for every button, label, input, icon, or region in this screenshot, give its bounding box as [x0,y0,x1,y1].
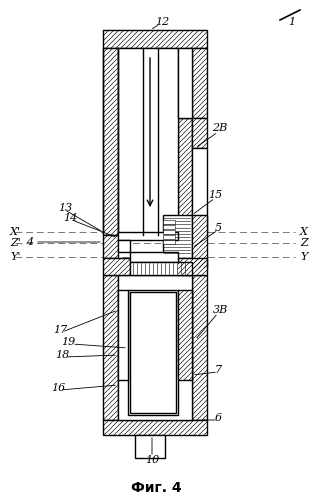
Text: X: X [300,227,308,237]
Bar [192,148,207,235]
Bar [192,215,207,268]
Bar [118,48,178,235]
Bar [118,290,128,380]
Bar [128,290,178,415]
Bar [163,225,175,229]
Text: 1: 1 [289,17,295,27]
Bar [103,30,207,48]
Bar [163,240,175,244]
Bar [118,240,130,252]
Bar [163,230,175,234]
Text: 2B: 2B [213,123,228,133]
Text: 15: 15 [208,190,222,200]
Bar [103,275,118,420]
Text: 12: 12 [155,17,169,27]
Text: 10: 10 [145,455,159,465]
Bar [130,292,176,413]
Text: 5: 5 [214,223,222,233]
Text: X': X' [10,227,21,237]
Bar [118,232,178,240]
Bar [178,118,192,235]
Text: 18: 18 [55,350,69,360]
Bar [103,48,118,235]
Bar [178,290,192,380]
Bar [130,252,178,262]
Text: 16: 16 [51,383,65,393]
Text: 19: 19 [61,337,75,347]
Bar [163,235,175,239]
Bar [163,215,192,258]
Bar [130,262,192,275]
Bar [192,118,207,148]
Text: Y': Y' [10,252,20,262]
Text: Z': Z' [10,238,21,248]
Bar [103,235,118,258]
Text: 13: 13 [58,203,72,213]
Text: 17: 17 [53,325,67,335]
Text: Y: Y [300,252,307,262]
Text: Z: Z [300,238,308,248]
Bar [103,420,207,435]
Bar [163,220,175,224]
Bar [192,48,207,118]
Text: 7: 7 [214,365,222,375]
Bar [178,48,192,118]
Text: 3B: 3B [213,305,228,315]
Text: Фиг. 4: Фиг. 4 [131,481,181,495]
Bar [178,258,207,275]
Bar [135,435,165,458]
Bar [118,275,192,420]
Bar [192,275,207,420]
Text: 4: 4 [26,237,33,247]
Bar [103,258,130,275]
Text: 6: 6 [214,413,222,423]
Text: 14: 14 [63,213,77,223]
